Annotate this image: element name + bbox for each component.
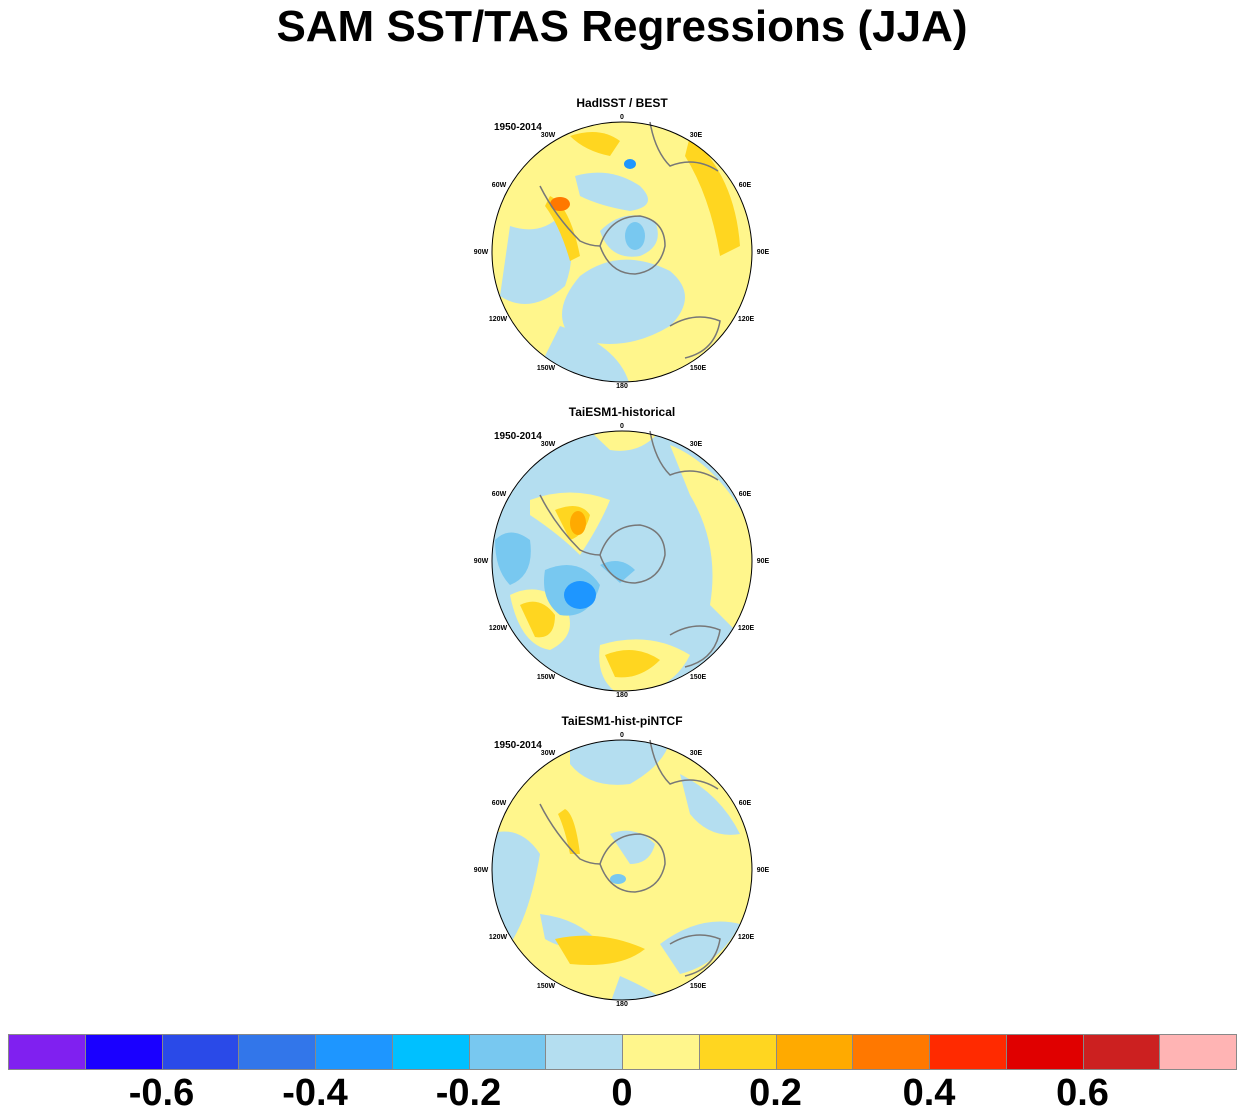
- lon-label: 60W: [492, 182, 507, 189]
- lon-label: 120E: [738, 625, 755, 632]
- lon-label: 30W: [541, 750, 556, 757]
- colorbar-cell: [775, 1034, 854, 1070]
- lon-label: 60E: [739, 491, 752, 498]
- lon-label: 120W: [489, 625, 508, 632]
- lon-label: 60W: [492, 800, 507, 807]
- panel-title: TaiESM1-historical: [568, 405, 676, 419]
- colorbar-cell: [698, 1034, 777, 1070]
- colorbar-cell: [8, 1034, 86, 1070]
- lon-label: 150E: [690, 674, 707, 681]
- lon-label: 30E: [690, 441, 703, 448]
- lon-label: 120E: [738, 934, 755, 941]
- colorbar-tick-label: 0.2: [749, 1072, 802, 1114]
- lon-label: 180: [616, 692, 628, 699]
- polar-map: 0 30E 60E 90E 120E 150E 180 150W 120W 90…: [474, 114, 770, 390]
- lon-label: 60W: [492, 491, 507, 498]
- colorbar-labels: -0.6 -0.4 -0.2 0 0.2 0.4 0.6: [0, 1072, 1244, 1116]
- colorbar-cell: [852, 1034, 930, 1070]
- colorbar-tick-label: 0.6: [1056, 1072, 1109, 1114]
- colorbar-cell: [238, 1034, 316, 1070]
- colorbar-cell: [545, 1034, 623, 1070]
- polar-map: 0 30E 60E 90E 120E 150E 180 150W 120W 90…: [474, 423, 770, 699]
- lon-label: 180: [616, 1001, 628, 1008]
- lon-label: 60E: [739, 800, 752, 807]
- period-label: 1950-2014: [494, 740, 542, 751]
- lon-label: 0: [620, 732, 624, 739]
- lon-label: 90W: [474, 558, 489, 565]
- colorbar-tick-label: -0.6: [128, 1072, 195, 1114]
- lon-label: 150W: [537, 983, 556, 990]
- period-label: 1950-2014: [494, 431, 542, 442]
- colorbar-cell: [1005, 1034, 1084, 1070]
- lon-label: 180: [616, 383, 628, 390]
- lon-label: 0: [620, 423, 624, 430]
- lon-label: 30W: [541, 441, 556, 448]
- lon-label: 120W: [489, 934, 508, 941]
- lon-label: 0: [620, 114, 624, 121]
- lon-label: 30E: [690, 750, 703, 757]
- lon-label: 150W: [537, 674, 556, 681]
- colorbar-cell: [1159, 1034, 1237, 1070]
- polar-map: 0 30E 60E 90E 120E 150E 180 150W 120W 90…: [474, 732, 770, 1008]
- lon-label: 150W: [537, 365, 556, 372]
- colorbar-tick-label: 0.4: [902, 1072, 956, 1114]
- colorbar-tick-label: -0.2: [435, 1072, 502, 1114]
- lon-label: 90E: [757, 558, 770, 565]
- map-panel-historical: TaiESM1-historical 1950-2014 0 30E 6: [470, 405, 774, 705]
- lon-label: 60E: [739, 182, 752, 189]
- panel-title: HadISST / BEST: [576, 96, 668, 110]
- colorbar-cell: [1082, 1034, 1161, 1070]
- map-panel-hadisst: HadISST / BEST 1950-2014 0 30E 60E 90E: [470, 96, 774, 396]
- colorbar-cell: [622, 1034, 700, 1070]
- colorbar-tick-label: -0.4: [282, 1072, 348, 1114]
- lon-label: 30E: [690, 132, 703, 139]
- colorbar-cell: [161, 1034, 240, 1070]
- colorbar-cell: [929, 1034, 1007, 1070]
- lon-label: 150E: [690, 365, 707, 372]
- lon-label: 90W: [474, 249, 489, 256]
- lon-label: 150E: [690, 983, 707, 990]
- colorbar-cell: [84, 1034, 163, 1070]
- period-label: 1950-2014: [494, 122, 542, 133]
- panel-title: TaiESM1-hist-piNTCF: [561, 714, 683, 728]
- figure-title: SAM SST/TAS Regressions (JJA): [276, 2, 968, 51]
- colorbar: [8, 1034, 1237, 1070]
- colorbar-cell: [391, 1034, 470, 1070]
- map-panel-hist-pintcf: TaiESM1-hist-piNTCF 1950-2014 0 30E 60E …: [470, 714, 774, 1014]
- lon-label: 90E: [757, 249, 770, 256]
- lon-label: 120W: [489, 316, 508, 323]
- lon-label: 120E: [738, 316, 755, 323]
- lon-label: 90W: [474, 867, 489, 874]
- colorbar-tick-label: 0: [611, 1072, 633, 1114]
- colorbar-cell: [468, 1034, 547, 1070]
- lon-label: 30W: [541, 132, 556, 139]
- colorbar-cell: [315, 1034, 393, 1070]
- lon-label: 90E: [757, 867, 770, 874]
